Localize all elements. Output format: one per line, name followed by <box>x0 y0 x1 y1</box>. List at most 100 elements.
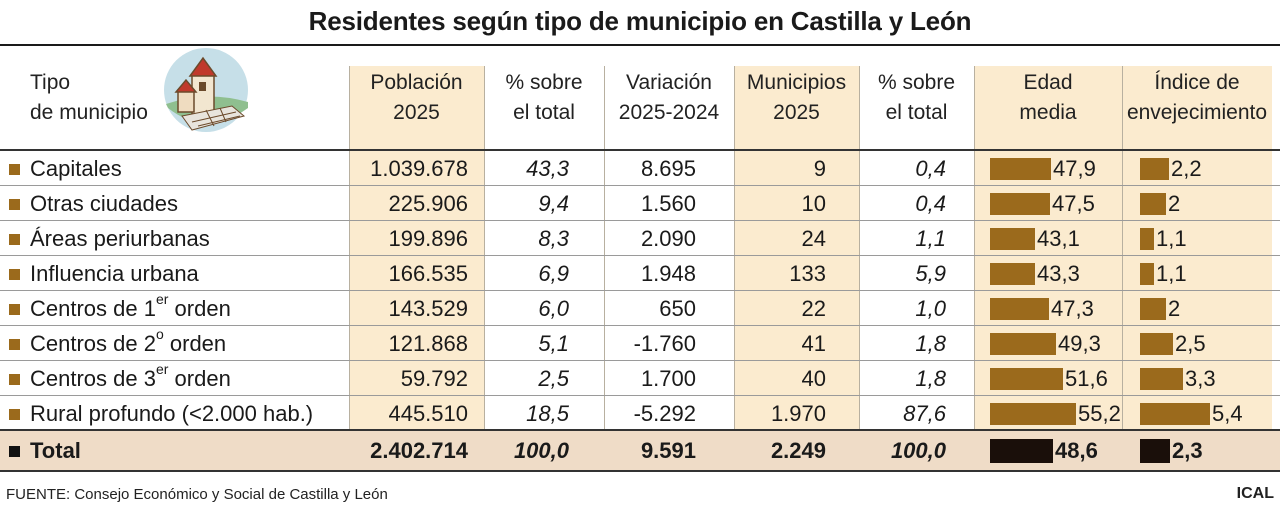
header-variacion-line2: 2025-2024 <box>618 101 720 124</box>
header-poblacion-line1: Población <box>370 71 463 94</box>
row-label: Centros de 2o orden <box>30 326 350 361</box>
column-divider <box>484 66 485 470</box>
table-row: Centros de 3er orden 59.792 2,5 1.700 40 1,8 5… <box>0 361 1280 396</box>
pct-poblacion-cell: 9,4 <box>538 191 569 216</box>
table-row: Centros de 1er orden 143.529 6,0 650 22 1,0 47… <box>0 291 1280 326</box>
header-tipo-line2: de municipio <box>30 101 148 124</box>
pct-municipios-cell: 1,8 <box>915 331 946 356</box>
indice-bar <box>1140 263 1154 285</box>
row-label-superscript: o <box>155 325 164 342</box>
header-tipo: Tipo de municipio <box>30 68 160 130</box>
variacion-cell: -1.760 <box>633 331 696 356</box>
row-divider <box>0 185 1280 186</box>
poblacion-cell: 1.039.678 <box>370 156 468 181</box>
row-bullet-icon <box>9 446 20 457</box>
pct-poblacion-cell: 100,0 <box>513 438 569 463</box>
pct-poblacion-cell: 8,3 <box>538 226 569 251</box>
edad-value: 48,6 <box>1055 438 1098 463</box>
row-bullet-icon <box>9 234 20 245</box>
header-poblacion-line2: 2025 <box>393 101 440 124</box>
row-label: Total <box>30 431 350 470</box>
chart-title: Residentes según tipo de municipio en Ca… <box>308 6 972 36</box>
header-tipo-line1: Tipo <box>30 71 71 94</box>
edad-bar <box>990 298 1049 320</box>
pct-municipios-cell: 1,0 <box>915 296 946 321</box>
pct-poblacion-cell: 43,3 <box>526 156 569 181</box>
row-divider <box>0 325 1280 326</box>
column-divider <box>974 66 975 470</box>
row-label: Influencia urbana <box>30 256 350 291</box>
edad-bar <box>990 368 1063 390</box>
edad-value: 47,5 <box>1052 191 1095 216</box>
indice-value: 2,2 <box>1171 156 1202 181</box>
edad-bar <box>990 403 1076 425</box>
column-divider <box>859 66 860 470</box>
indice-bar <box>1140 228 1154 250</box>
indice-bar <box>1140 298 1166 320</box>
row-label: Centros de 3er orden <box>30 361 350 396</box>
municipios-cell: 9 <box>813 156 826 181</box>
row-bullet-icon <box>9 374 20 385</box>
indice-bar <box>1140 439 1170 463</box>
row-label-text: Centros de 1 <box>30 296 156 321</box>
column-divider <box>349 66 350 470</box>
variacion-cell: 1.948 <box>640 261 696 286</box>
row-label-text: Centros de 2 <box>30 331 156 356</box>
row-label-suffix: orden <box>168 366 231 391</box>
column-divider <box>604 66 605 470</box>
pct-municipios-cell: 100,0 <box>890 438 946 463</box>
row-bullet-icon <box>9 164 20 175</box>
poblacion-cell: 121.868 <box>388 331 468 356</box>
row-label-text: Capitales <box>30 156 122 181</box>
header-indice-line1: Índice de <box>1154 71 1240 94</box>
row-label-text: Otras ciudades <box>30 191 178 216</box>
variacion-cell: 2.090 <box>640 226 696 251</box>
row-label-suffix: orden <box>168 296 231 321</box>
municipios-cell: 40 <box>801 366 826 391</box>
pct-municipios-cell: 1,8 <box>915 366 946 391</box>
village-icon <box>164 48 248 132</box>
edad-bar <box>990 333 1056 355</box>
row-divider <box>0 290 1280 291</box>
header-municipios-line2: 2025 <box>773 101 820 124</box>
edad-bar <box>990 439 1053 463</box>
row-bullet-icon <box>9 339 20 350</box>
table-row: Influencia urbana 166.535 6,9 1.948 133 5,9 43… <box>0 256 1280 291</box>
indice-bar <box>1140 403 1210 425</box>
pct-municipios-cell: 1,1 <box>915 226 946 251</box>
edad-value: 51,6 <box>1065 366 1108 391</box>
header-municipios-line1: Municipios <box>746 71 847 94</box>
municipios-cell: 22 <box>801 296 826 321</box>
pct-municipios-cell: 0,4 <box>915 156 946 181</box>
poblacion-cell: 199.896 <box>388 226 468 251</box>
indice-value: 2 <box>1168 191 1181 216</box>
edad-value: 49,3 <box>1058 331 1101 356</box>
column-divider <box>734 66 735 470</box>
header-edad: Edad media <box>974 68 1122 130</box>
table-row: Áreas periurbanas 199.896 8,3 2.090 24 1,1 43,… <box>0 221 1280 256</box>
municipios-cell: 2.249 <box>770 438 826 463</box>
pct-poblacion-cell: 6,9 <box>538 261 569 286</box>
poblacion-cell: 143.529 <box>388 296 468 321</box>
row-label: Áreas periurbanas <box>30 221 350 256</box>
pct-poblacion-cell: 18,5 <box>526 401 569 426</box>
header-rule <box>0 149 1280 151</box>
row-divider <box>0 395 1280 396</box>
row-label-text: Centros de 3 <box>30 366 156 391</box>
header-pct-municipios: % sobre el total <box>859 68 974 130</box>
row-bullet-icon <box>9 199 20 210</box>
row-label-superscript: er <box>155 290 169 307</box>
header-municipios: Municipios 2025 <box>734 68 859 130</box>
column-divider <box>1122 66 1123 470</box>
row-label-superscript: er <box>155 360 169 377</box>
pct-municipios-cell: 5,9 <box>915 261 946 286</box>
header-variacion-line1: Variación <box>626 71 712 94</box>
header-pct-poblacion-line2: el total <box>513 101 575 124</box>
edad-value: 43,1 <box>1037 226 1080 251</box>
credit-label: ICAL <box>1236 485 1274 502</box>
poblacion-cell: 225.906 <box>388 191 468 216</box>
edad-bar <box>990 263 1035 285</box>
poblacion-cell: 166.535 <box>388 261 468 286</box>
municipios-cell: 133 <box>789 261 826 286</box>
row-label-text: Rural profundo (<2.000 hab.) <box>30 401 314 426</box>
